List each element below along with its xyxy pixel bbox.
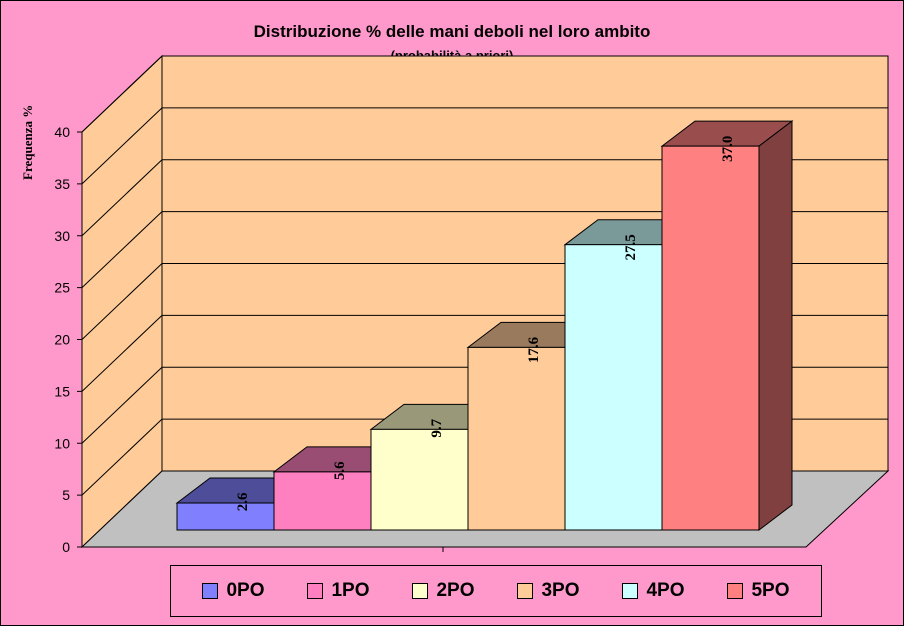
- legend-item-1PO: 1PO: [307, 580, 370, 602]
- gridline-side: [81, 263, 163, 340]
- legend-swatch: [412, 583, 429, 599]
- y-tick-label: 0: [62, 539, 70, 555]
- y-tick-label: 20: [54, 332, 70, 348]
- legend-item-3PO: 3PO: [517, 580, 580, 602]
- gridline-side: [81, 107, 163, 185]
- legend-item-4PO: 4PO: [622, 580, 685, 602]
- gridline-side: [81, 159, 163, 237]
- data-label-3PO: 17.6: [526, 336, 542, 363]
- bar-4PO: [564, 244, 663, 531]
- y-tick-label: 40: [54, 124, 70, 140]
- legend-label: 1PO: [331, 580, 370, 601]
- gridline-side: [81, 418, 163, 496]
- y-tick-label: 25: [54, 280, 70, 296]
- legend-label: 3PO: [541, 580, 580, 601]
- bar-0PO: [176, 502, 275, 531]
- y-tick-label: 5: [62, 487, 70, 503]
- legend-item-2PO: 2PO: [412, 580, 475, 602]
- y-tick-label: 15: [54, 383, 70, 399]
- legend-swatch: [307, 583, 324, 599]
- chart-title: Distribuzione % delle mani deboli nel lo…: [253, 22, 651, 41]
- bar-1PO: [273, 471, 372, 531]
- legend-label: 2PO: [436, 580, 475, 601]
- gridline-side: [81, 55, 163, 133]
- y-tick-label: 30: [54, 228, 70, 244]
- gridline-side: [81, 211, 163, 288]
- data-label-1PO: 5.6: [332, 461, 348, 480]
- legend-item-0PO: 0PO: [202, 580, 265, 602]
- legend-item-5PO: 5PO: [727, 580, 790, 602]
- legend-swatch: [622, 583, 639, 599]
- legend-label: 0PO: [226, 580, 265, 601]
- data-label-4PO: 27.5: [623, 234, 639, 260]
- y-tick-label: 10: [54, 435, 70, 451]
- bar-3PO: [467, 346, 566, 531]
- gridline-side: [81, 366, 163, 444]
- chart-legend: 0PO 1PO 2PO 3PO 4PO 5PO: [170, 565, 822, 617]
- data-label-2PO: 9.7: [429, 418, 445, 437]
- bar-5PO: [661, 145, 760, 531]
- data-label-0PO: 2.6: [235, 492, 251, 511]
- y-tick-label: 35: [54, 176, 70, 192]
- legend-swatch: [202, 583, 219, 599]
- legend-swatch: [517, 583, 534, 599]
- legend-label: 5PO: [751, 580, 790, 601]
- gridline-side: [81, 315, 163, 392]
- bar-chart-3d: 0 5 10 15 20 25 30 35 40 2.6 5.6 9.7 17.6 27.5 37.0: [54, 54, 890, 555]
- legend-swatch: [727, 583, 744, 599]
- legend-label: 4PO: [646, 580, 685, 601]
- bar-side-5PO: [758, 120, 793, 532]
- data-label-5PO: 37.0: [720, 136, 736, 162]
- bar-2PO: [370, 428, 469, 531]
